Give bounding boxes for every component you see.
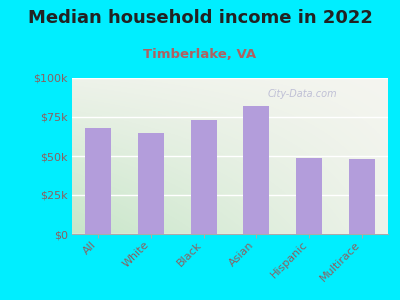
Text: Median household income in 2022: Median household income in 2022 [28, 9, 372, 27]
Bar [296, 158, 322, 234]
Bar [190, 120, 217, 234]
Bar [85, 128, 112, 234]
Text: City-Data.com: City-Data.com [268, 89, 338, 99]
Bar [138, 133, 164, 234]
Bar [348, 159, 375, 234]
Bar [243, 106, 270, 234]
Text: Timberlake, VA: Timberlake, VA [144, 48, 256, 61]
